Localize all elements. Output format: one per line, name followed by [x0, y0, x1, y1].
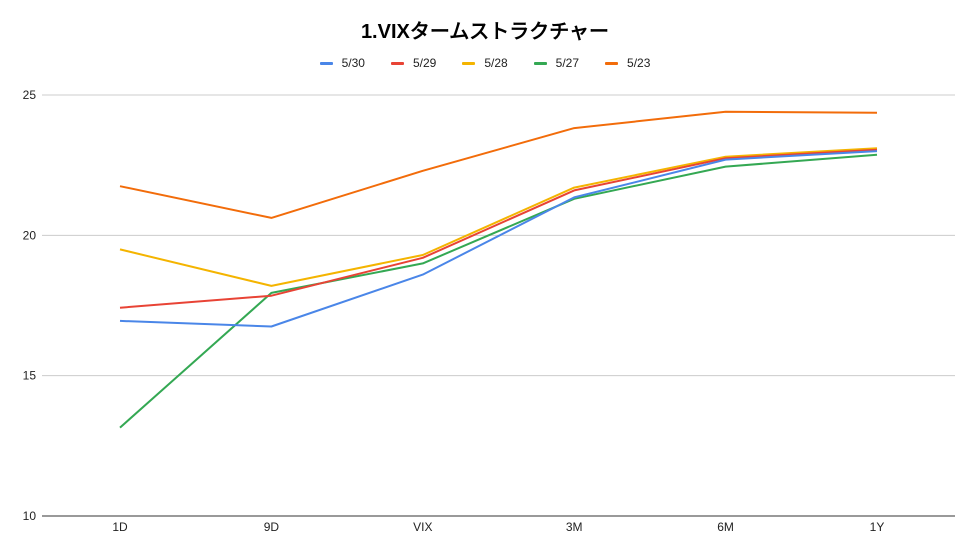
- legend-swatch: [390, 61, 404, 65]
- x-tick-label: 1Y: [870, 520, 885, 534]
- series-line: [119, 150, 878, 328]
- y-tick-label: 10: [23, 509, 37, 523]
- chart-title: 1.VIXタームストラクチャー: [360, 21, 610, 43]
- legend-swatch: [605, 61, 619, 65]
- x-tick-label: 1D: [112, 520, 128, 534]
- legend-item: 5/28: [462, 56, 508, 70]
- x-tick-label: 9D: [264, 520, 280, 534]
- legend-label: 5/28: [484, 56, 508, 70]
- y-tick-label: 20: [23, 228, 37, 242]
- y-tick-label: 15: [23, 369, 37, 383]
- legend-item: 5/23: [605, 56, 650, 70]
- legend-item: 5/30: [319, 56, 365, 70]
- series-line: [119, 148, 878, 309]
- series-line: [119, 110, 878, 219]
- x-tick-label: VIX: [413, 520, 432, 534]
- y-tick-label: 25: [23, 88, 37, 102]
- legend-item: 5/27: [533, 56, 580, 70]
- legend-label: 5/27: [555, 56, 580, 70]
- legend-swatch: [462, 61, 476, 65]
- legend-label: 5/30: [341, 56, 365, 70]
- legend-swatch: [533, 61, 547, 65]
- series-line: [119, 147, 878, 287]
- x-tick-label: 3M: [566, 520, 583, 534]
- x-tick-label: 6M: [717, 520, 734, 534]
- legend-swatch: [319, 61, 333, 65]
- legend-item: 5/29: [390, 56, 437, 70]
- series-line: [119, 153, 878, 429]
- legend-label: 5/23: [627, 56, 651, 70]
- legend: 5/30 5/29 5/28 5/27 5/23: [0, 56, 970, 70]
- legend-label: 5/29: [412, 56, 437, 70]
